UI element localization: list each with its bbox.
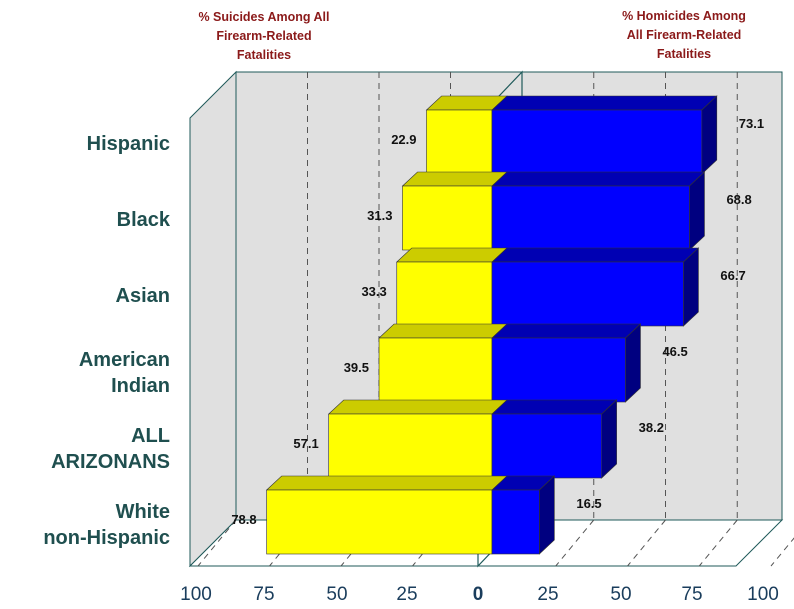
homicide-bar-side [689, 171, 705, 251]
homicide-value-label: 66.7 [720, 268, 745, 283]
right-header: Fatalities [657, 47, 711, 61]
homicide-bar-front [491, 109, 703, 175]
homicide-bar [491, 323, 642, 403]
homicide-value-label: 68.8 [726, 192, 751, 207]
suicide-bar-top [265, 475, 508, 491]
bars [265, 95, 718, 555]
left-header: Firearm-Related [216, 29, 311, 43]
category-label: Black [117, 209, 171, 231]
homicide-bar-side [683, 247, 699, 327]
suicide-value-label: 57.1 [293, 436, 318, 451]
suicide-value-label: 39.5 [344, 360, 369, 375]
homicide-bar-front [491, 489, 540, 555]
right-header: All Firearm-Related [627, 28, 742, 42]
x-tick-label: 25 [537, 584, 558, 605]
homicide-bar [491, 399, 618, 479]
category-label: American [79, 349, 170, 371]
grid-line-floor [197, 519, 237, 567]
grid-line-floor [698, 519, 738, 567]
x-tick-label: 100 [180, 584, 212, 605]
suicide-bar-front [328, 413, 493, 479]
suicide-bar-front [402, 185, 493, 251]
suicide-bar-front [266, 489, 493, 555]
homicide-value-label: 16.5 [576, 496, 601, 511]
homicide-value-label: 73.1 [739, 116, 764, 131]
side-wall [189, 70, 237, 568]
x-tick-label: 50 [326, 584, 347, 605]
x-tick-label: 25 [396, 584, 417, 605]
suicide-bar-front [426, 109, 493, 175]
homicide-bar [491, 95, 718, 175]
homicide-value-label: 38.2 [639, 420, 664, 435]
homicide-bar-front [491, 337, 626, 403]
x-tick-label: 100 [747, 584, 779, 605]
homicide-bar-top [491, 95, 718, 111]
suicide-bar [327, 399, 508, 479]
grid-line-floor [627, 519, 666, 567]
homicide-bar-top [491, 171, 706, 187]
homicide-bar-side [601, 399, 617, 479]
labels: 22.9 73.1 Hispanic 31.3 68.8 Black 33.3 66.7 Asi… [43, 9, 779, 605]
suicide-bar-top [378, 323, 508, 339]
suicide-bar-front [378, 337, 493, 403]
suicide-bar [378, 323, 508, 403]
homicide-bar [491, 475, 556, 555]
homicide-bar [491, 247, 700, 327]
suicide-bar-top [401, 171, 508, 187]
homicide-bar-front [491, 261, 684, 327]
x-tick-label: 50 [610, 584, 631, 605]
grid-line-floor [269, 519, 308, 567]
grid-line-floor [555, 519, 595, 567]
grid-line-floor [412, 519, 451, 567]
grid-line-floor [770, 537, 794, 567]
grid-line-floor [340, 519, 380, 567]
suicide-value-label: 78.8 [231, 512, 256, 527]
suicide-bar-top [327, 399, 508, 415]
right-header: % Homicides Among [622, 9, 746, 23]
homicide-bar-front [491, 185, 690, 251]
homicide-bar-side [625, 323, 641, 403]
homicide-bar-top [491, 323, 642, 339]
suicide-bar [265, 475, 508, 555]
left-header: % Suicides Among All [198, 10, 329, 24]
suicide-bar [425, 95, 508, 175]
suicide-bar [396, 247, 508, 327]
homicide-bar [491, 171, 706, 251]
x-tick-label: 75 [253, 584, 274, 605]
x-tick-label-zero: 0 [473, 584, 484, 605]
suicide-value-label: 31.3 [367, 208, 392, 223]
suicide-bar [401, 171, 508, 251]
homicide-bar-side [701, 95, 718, 175]
suicide-bar-front [396, 261, 493, 327]
category-label: non-Hispanic [43, 527, 170, 549]
homicide-bar-top [491, 247, 700, 263]
category-label: White [116, 501, 170, 523]
category-label: Indian [111, 375, 170, 397]
left-header: Fatalities [237, 48, 291, 62]
homicide-bar-front [491, 413, 602, 479]
category-label: Hispanic [87, 133, 170, 155]
suicide-bar-top [396, 247, 508, 263]
homicide-bar-side [539, 475, 555, 555]
suicide-value-label: 33.3 [361, 284, 386, 299]
category-label: ALL [131, 425, 170, 447]
x-tick-label: 75 [681, 584, 702, 605]
homicide-bar-top [491, 399, 618, 415]
category-label: Asian [116, 285, 170, 307]
suicide-value-label: 22.9 [391, 132, 416, 147]
homicide-value-label: 46.5 [662, 344, 687, 359]
category-label: ARIZONANS [51, 451, 170, 473]
